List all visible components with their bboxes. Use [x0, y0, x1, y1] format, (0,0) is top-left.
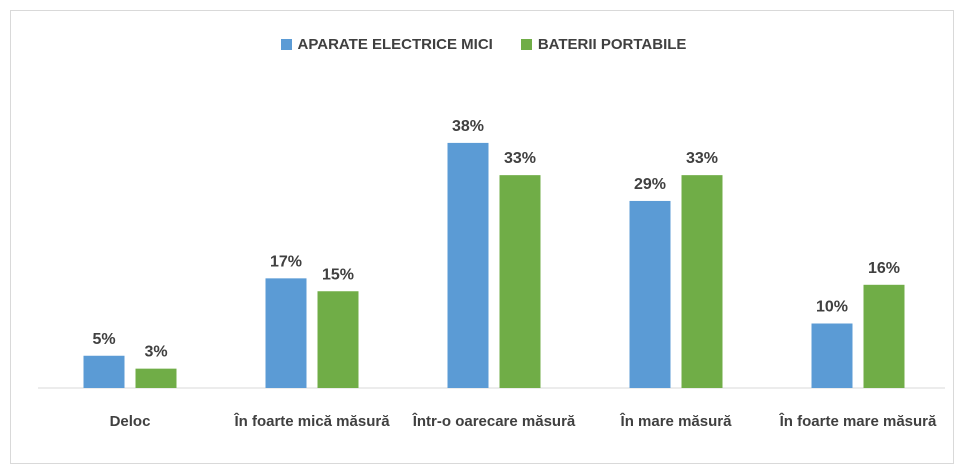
x-tick-label: În foarte mică măsură: [234, 413, 390, 430]
bar: [629, 200, 671, 388]
data-label: 16%: [868, 260, 900, 277]
data-label: 29%: [634, 176, 666, 193]
data-label: 33%: [504, 150, 536, 167]
data-label: 5%: [92, 331, 115, 348]
legend-label: BATERII PORTABILE: [537, 36, 687, 53]
legend-item: APARATE ELECTRICE MICI: [280, 36, 493, 53]
chart-frame: [10, 10, 954, 464]
legend-swatch: [520, 39, 532, 50]
x-tick-label: În foarte mare măsură: [779, 413, 937, 430]
x-tick-label: Într-o oarecare măsură: [412, 413, 576, 430]
data-label: 15%: [322, 266, 354, 283]
legend-label: APARATE ELECTRICE MICI: [297, 36, 493, 53]
bar: [681, 175, 723, 388]
data-label: 38%: [452, 118, 484, 135]
data-label: 33%: [686, 150, 718, 167]
legend-item: BATERII PORTABILE: [520, 36, 687, 53]
data-label: 17%: [270, 253, 302, 270]
legend: APARATE ELECTRICE MICI BATERII PORTABILE: [0, 36, 967, 53]
bar: [499, 175, 541, 388]
x-tick-label: Deloc: [109, 413, 151, 430]
data-label: 3%: [144, 344, 167, 361]
bar: [135, 368, 177, 388]
bar: [265, 278, 307, 388]
bar: [83, 355, 125, 388]
bar: [447, 142, 489, 388]
bar: [317, 291, 359, 388]
legend-swatch: [280, 39, 292, 50]
data-label: 10%: [816, 299, 848, 316]
x-tick-label: În mare măsură: [620, 413, 732, 430]
bar: [863, 284, 905, 388]
bar: [811, 323, 853, 388]
